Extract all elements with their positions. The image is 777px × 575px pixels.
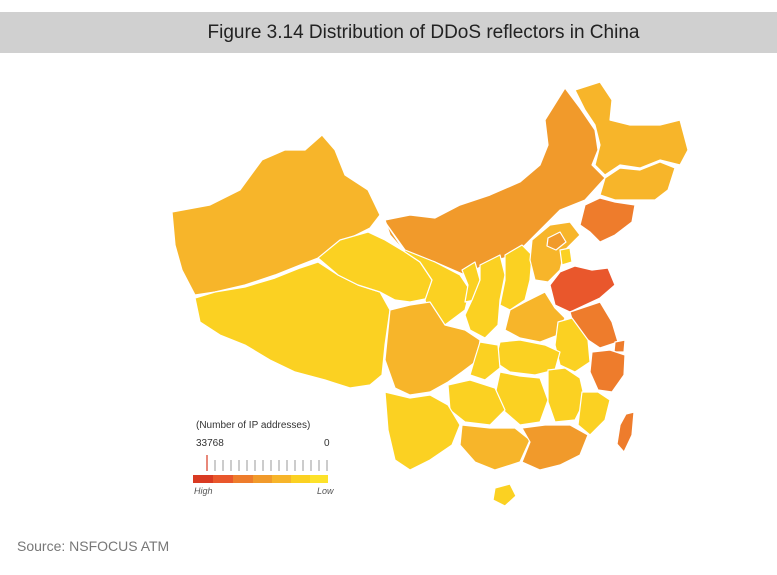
region-shanxi (499, 244, 533, 311)
region-shaanxi (464, 254, 506, 339)
region-beijing (546, 231, 567, 251)
title-bar: Figure 3.14 Distribution of DDoS reflect… (0, 12, 777, 53)
region-tibet (194, 261, 391, 389)
region-fujian (577, 391, 611, 436)
region-inner-mongolia (384, 87, 606, 276)
legend-high-label: High (194, 486, 213, 496)
region-liaoning (579, 197, 636, 243)
region-guangxi (459, 424, 531, 471)
source-note: Source: NSFOCUS ATM (17, 538, 170, 554)
region-jilin (599, 161, 676, 201)
region-shanghai (613, 339, 626, 353)
region-sichuan (384, 301, 481, 396)
legend-scale (193, 455, 328, 483)
region-shandong (549, 265, 616, 313)
region-hainan (492, 483, 517, 507)
legend: (Number of IP addresses) 33768 0 High Lo… (194, 420, 346, 500)
region-heilongjiang (574, 81, 689, 176)
legend-swatch-3 (233, 475, 253, 483)
legend-min-value: 0 (324, 438, 330, 449)
legend-swatch-1 (193, 475, 213, 483)
region-tianjin (559, 247, 573, 266)
region-zhejiang (589, 349, 626, 393)
region-yunnan (384, 391, 461, 471)
legend-swatch-6 (291, 475, 310, 483)
legend-swatch-5 (272, 475, 291, 483)
region-guangdong (521, 424, 589, 471)
figure-title: Figure 3.14 Distribution of DDoS reflect… (207, 21, 640, 43)
region-chongqing (469, 341, 501, 381)
legend-low-label: Low (317, 486, 334, 496)
region-taiwan (616, 411, 635, 453)
region-hunan (494, 371, 549, 426)
legend-swatch-4 (253, 475, 272, 483)
legend-max-value: 33768 (196, 438, 224, 449)
legend-caption: (Number of IP addresses) (196, 420, 311, 431)
legend-swatch-7 (310, 475, 328, 483)
legend-swatch-2 (213, 475, 233, 483)
region-anhui (554, 317, 591, 373)
